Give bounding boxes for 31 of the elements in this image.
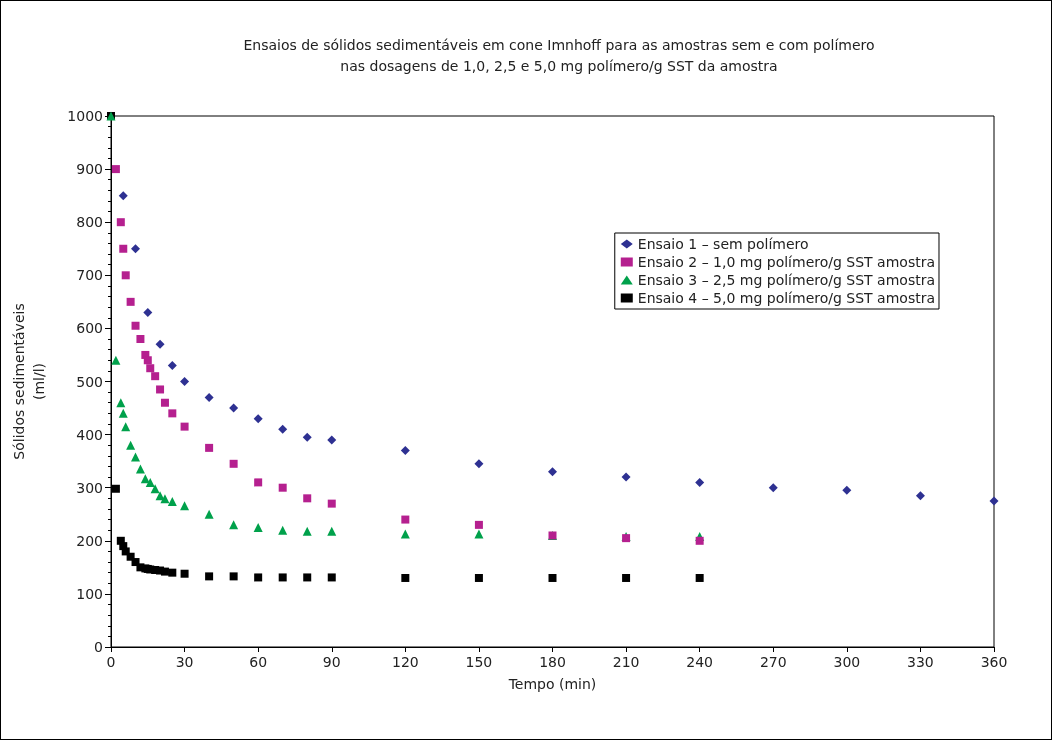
y-tick-label: 700 — [76, 267, 103, 284]
x-tick-label: 300 — [833, 654, 861, 670]
y-tick-label: 400 — [76, 426, 103, 443]
x-tick-label: 30 — [175, 654, 194, 670]
x-tick-label: 150 — [465, 654, 493, 670]
y-tick-label: 800 — [76, 214, 103, 231]
y-tick-label: 500 — [76, 373, 103, 390]
y-tick-label: 1000 — [67, 108, 103, 124]
y-tick-label: 300 — [76, 479, 103, 496]
x-tick-label: 60 — [249, 654, 268, 670]
x-tick-label: 360 — [980, 654, 1008, 670]
legend-label: Ensaio 3 – 2,5 mg polímero/g SST amostra — [637, 272, 936, 288]
y-tick-label: 100 — [76, 585, 103, 602]
legend-label: Ensaio 2 – 1,0 mg polímero/g SST amostra — [637, 254, 936, 270]
chart-title: Ensaios de sólidos sedimentáveis em cone Imnhoff para as amostras sem e com polímero nas dosagens de 1,0, 2,5 e 5,0 mg polímero/g SST da amostra — [243, 36, 875, 74]
legend-label: Ensaio 1 – sem polímero — [637, 236, 809, 252]
x-tick-label: 240 — [686, 654, 714, 670]
y-tick-label: 0 — [94, 639, 103, 655]
x-axis-title: Tempo (min) — [507, 676, 597, 692]
x-tick-label: 210 — [612, 654, 640, 670]
x-tick-label: 180 — [539, 654, 566, 670]
x-tick-label: 120 — [391, 654, 419, 670]
y-tick-label: 900 — [76, 161, 103, 178]
x-tick-label: 0 — [106, 654, 116, 670]
y-tick-label: 600 — [76, 320, 103, 337]
y-tick-label: 200 — [76, 532, 103, 549]
x-tick-label: 330 — [907, 654, 934, 670]
y-axis-title: Sólidos sedimentáveis (ml/l) — [11, 303, 47, 460]
x-tick-label: 90 — [322, 654, 341, 670]
legend-label: Ensaio 4 – 5,0 mg polímero/g SST amostra — [637, 290, 936, 306]
x-tick-label: 270 — [759, 654, 787, 670]
